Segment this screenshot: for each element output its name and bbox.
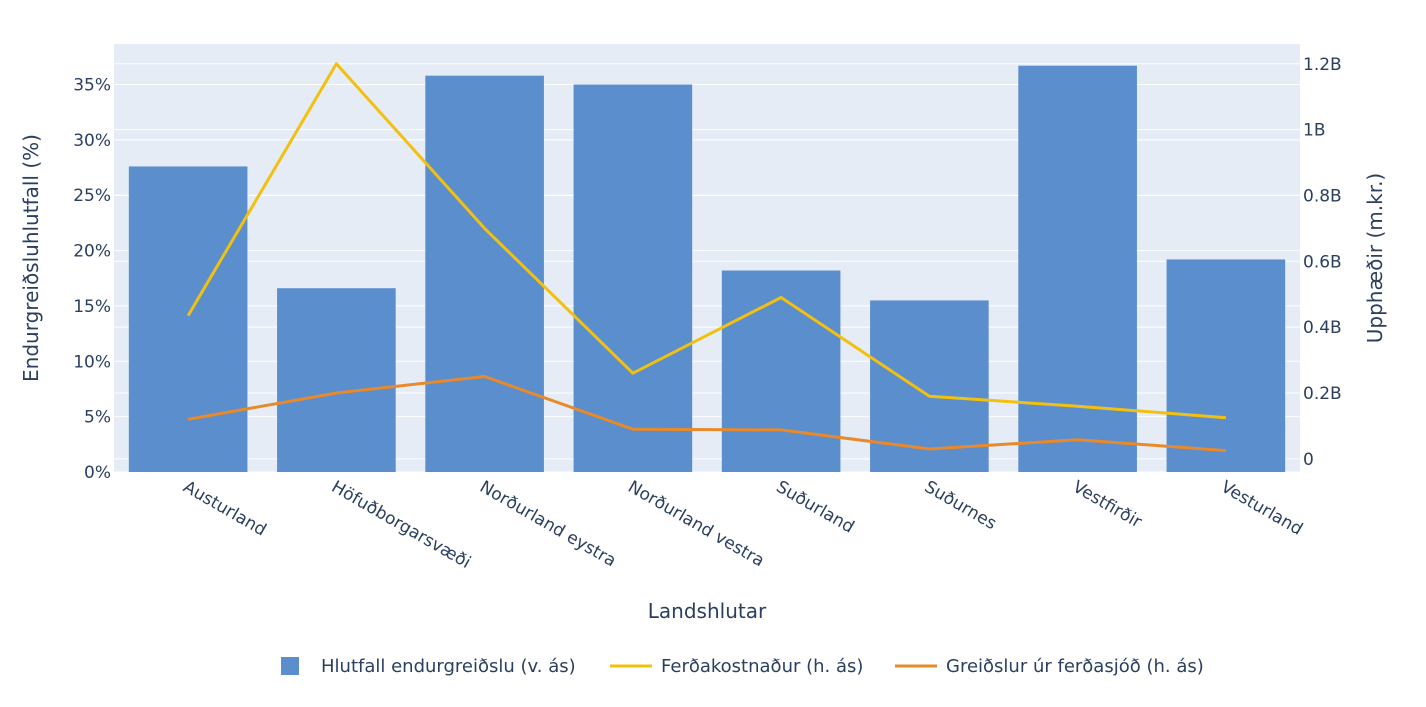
left-tick-label-2: 10% [73, 352, 111, 372]
x-tick-label-2: Norðurland eystra [476, 477, 619, 571]
x-tick-label-0: Austurland [180, 477, 270, 541]
x-tick-label-3: Norðurland vestra [624, 477, 767, 571]
right-tick-label-4: 0.8B [1303, 186, 1342, 206]
legend: Hlutfall endurgreiðslu (v. ás) Ferðakost… [281, 656, 1204, 677]
x-axis-title: Landshlutar [648, 599, 767, 623]
legend-line2-label[interactable]: Greiðslur úr ferðasjóð (h. ás) [946, 656, 1204, 677]
line-series [186, 62, 1227, 453]
right-tick-label-2: 0.4B [1303, 318, 1342, 338]
right-tick-label-1: 0.2B [1303, 384, 1342, 404]
line-series-2[interactable] [187, 375, 1227, 453]
bar-vesturland[interactable] [1166, 259, 1286, 472]
x-tick-label-7: Vesturland [1217, 477, 1306, 540]
x-tick-label-5: Suðurnes [921, 477, 1000, 534]
legend-line1-label[interactable]: Ferðakostnaður (h. ás) [661, 656, 863, 677]
right-tick-label-5: 1B [1303, 121, 1325, 141]
legend-bar-swatch[interactable] [281, 657, 299, 675]
x-axis-ticks: Austurland Höfuðborgarsvæði Norðurland eys… [180, 477, 1306, 573]
bar-höfuðborgarsvæði[interactable] [277, 288, 396, 472]
left-tick-label-6: 30% [73, 131, 111, 151]
left-tick-label-5: 25% [73, 186, 111, 206]
left-tick-label-7: 35% [73, 76, 111, 96]
right-tick-label-3: 0.6B [1303, 252, 1342, 272]
bar-norðurland-eystra[interactable] [425, 75, 544, 473]
x-tick-label-4: Suðurland [773, 477, 858, 538]
left-tick-label-4: 20% [73, 242, 111, 262]
left-tick-label-3: 15% [73, 297, 111, 317]
legend-bar-label[interactable]: Hlutfall endurgreiðslu (v. ás) [321, 656, 576, 677]
bar-vestfirðir[interactable] [1018, 65, 1137, 472]
right-axis-title: Upphæðir (m.kr.) [1363, 173, 1387, 344]
right-axis-ticks: 0 0.2B 0.4B 0.6B 0.8B 1B 1.2B [1303, 55, 1342, 470]
left-axis-title: Endurgreiðsluhlutfall (%) [19, 134, 43, 382]
x-tick-label-6: Vestfirðir [1069, 477, 1145, 532]
bar-suðurland[interactable] [721, 270, 841, 472]
bar-austurland[interactable] [128, 166, 248, 473]
x-tick-label-1: Höfuðborgarsvæði [328, 477, 474, 573]
left-axis-ticks: 0% 5% 10% 15% 20% 25% 30% 35% [73, 76, 111, 483]
line-series-1[interactable] [186, 62, 1227, 420]
left-tick-label-1: 5% [84, 408, 111, 428]
right-tick-label-0: 0 [1303, 450, 1314, 470]
bar-norðurland-vestra[interactable] [573, 84, 693, 472]
right-tick-label-6: 1.2B [1303, 55, 1342, 75]
bar-series [128, 65, 1286, 473]
left-tick-label-0: 0% [84, 463, 111, 483]
